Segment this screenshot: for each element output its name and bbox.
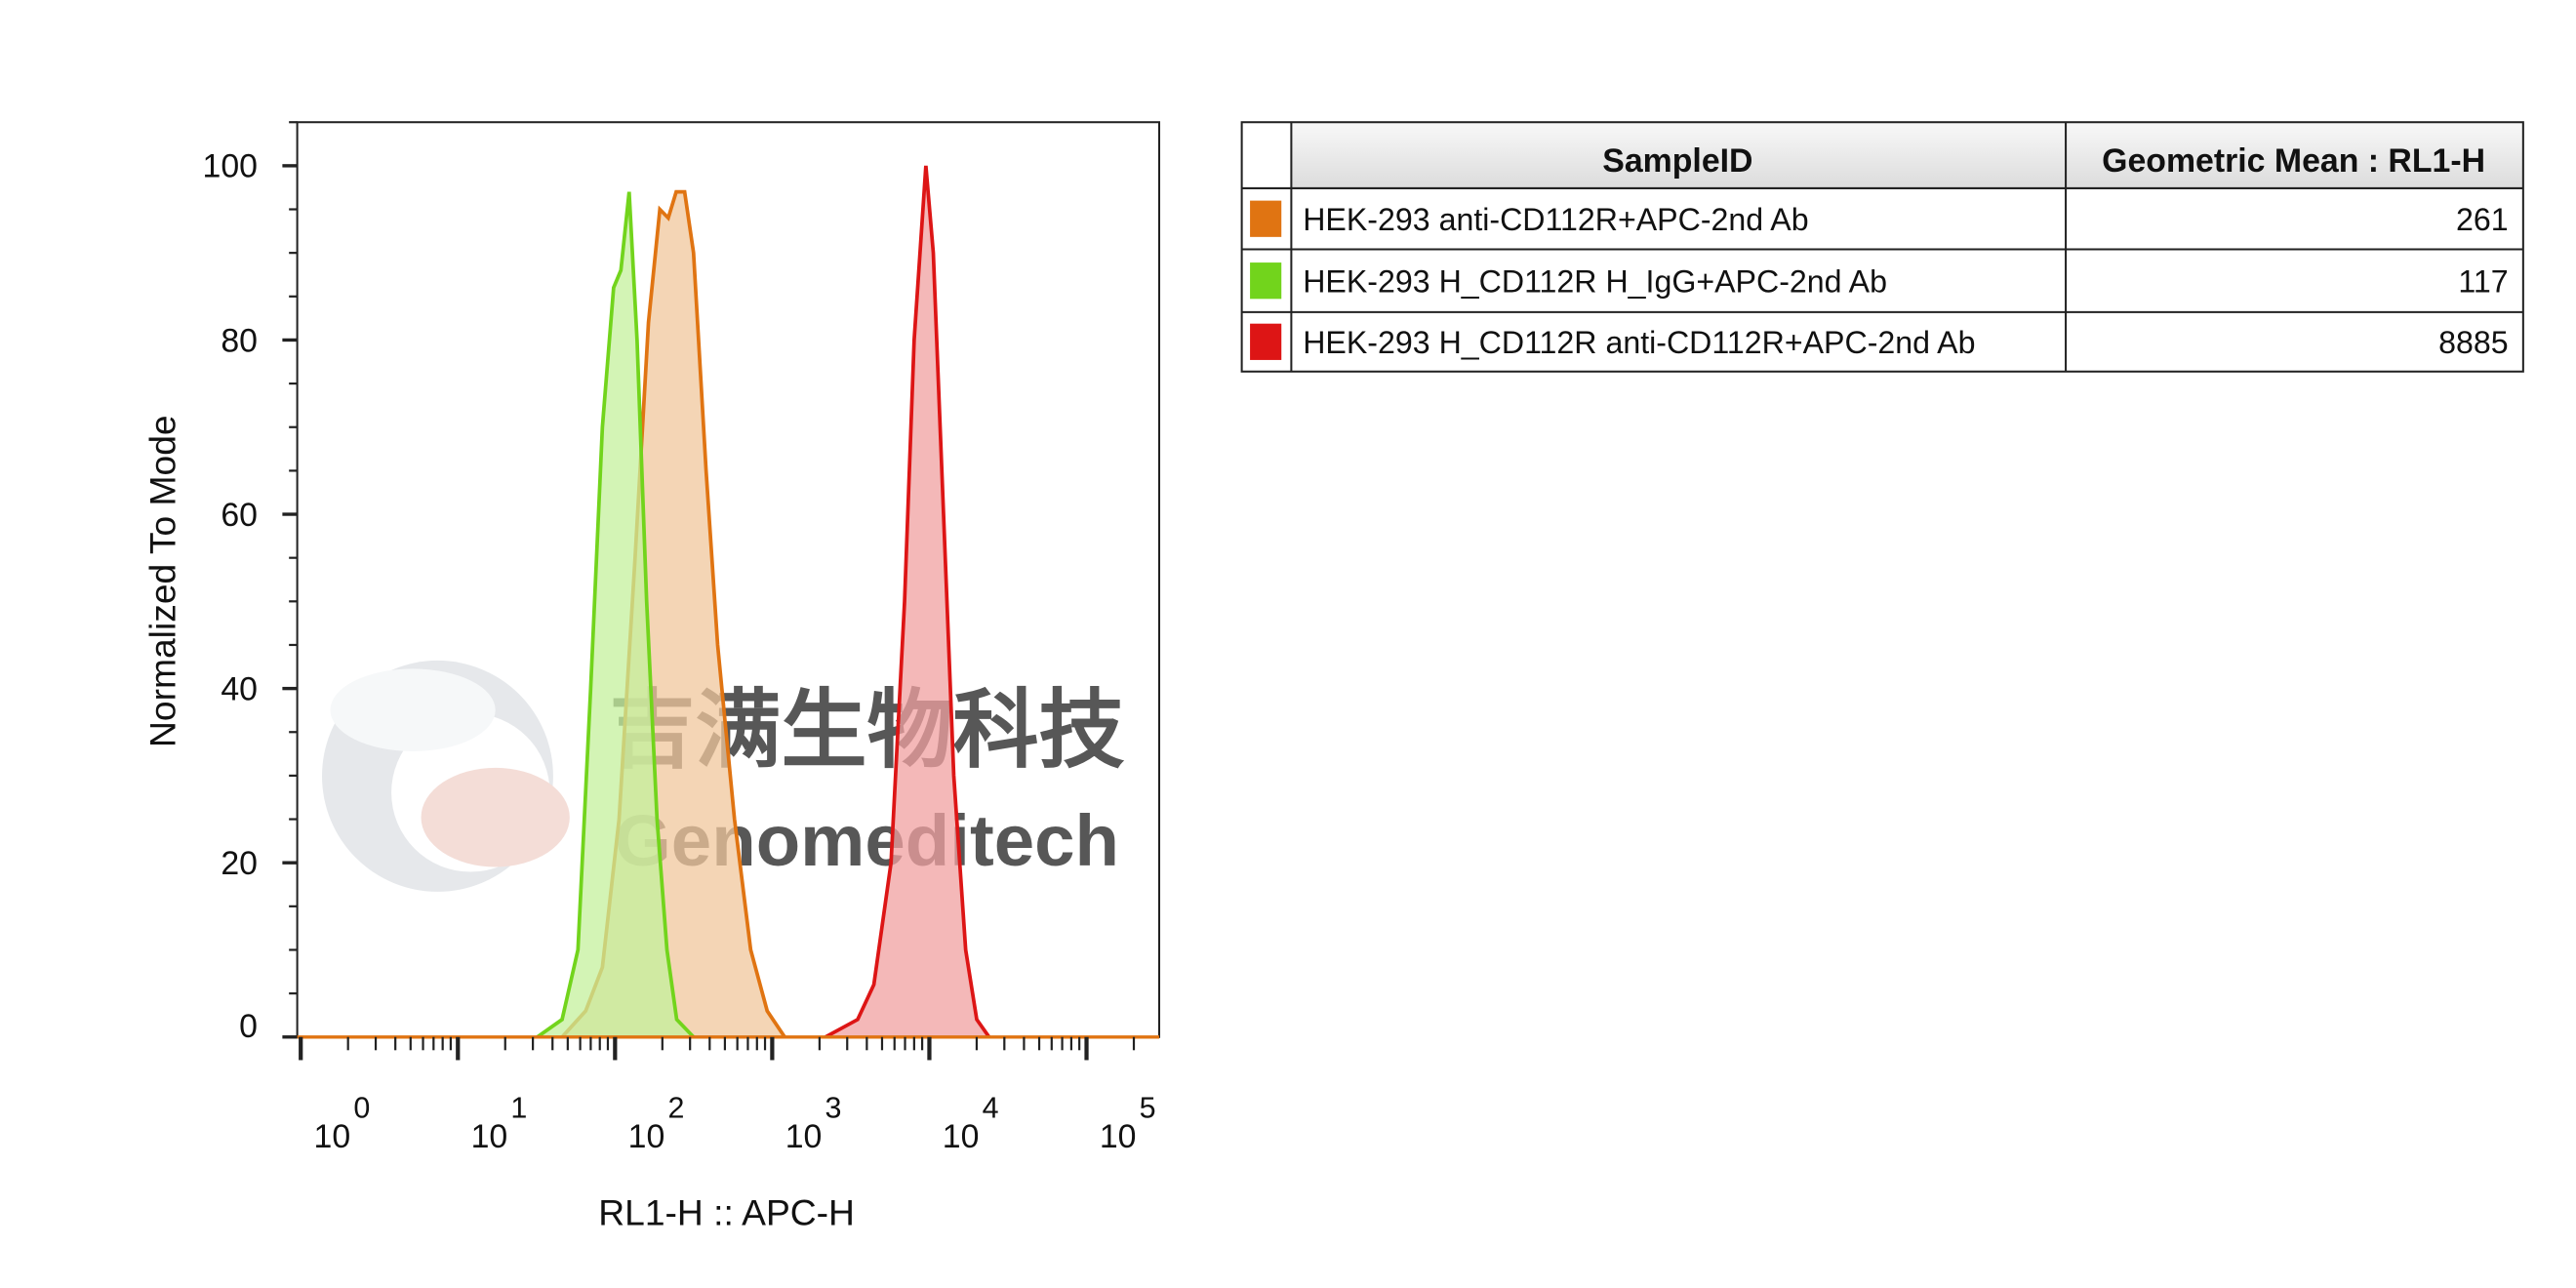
x-tick-label: 10	[943, 1118, 980, 1155]
plot	[536, 165, 991, 1039]
sample-id: HEK-293 anti-CD112R+APC-2nd Ab	[1303, 202, 1808, 237]
x-tick-label: 10	[471, 1118, 508, 1155]
logo-accent	[421, 767, 570, 867]
legend-swatch	[1250, 262, 1282, 300]
y-tick-label: 20	[221, 845, 258, 882]
geo-mean: 117	[2458, 264, 2508, 300]
sample-id: HEK-293 H_CD112R anti-CD112R+APC-2nd Ab	[1303, 325, 1975, 360]
y-tick-label: 80	[221, 322, 258, 359]
header-bg	[1291, 122, 2523, 188]
histogram-line	[536, 191, 696, 1039]
table-border	[1240, 121, 2524, 373]
x-tick-label: 10	[1100, 1118, 1137, 1155]
x-tick-exponent: 3	[825, 1092, 842, 1125]
table: SampleID Geometric Mean : RL1-H HEK-293 …	[1240, 121, 2524, 373]
histogram-line	[825, 165, 991, 1039]
geo-mean: 8885	[2438, 325, 2509, 360]
y-axis-label: Normalized To Mode	[141, 415, 182, 747]
x-tick-exponent: 5	[1140, 1092, 1156, 1125]
legend-swatch	[1250, 323, 1282, 360]
x-tick-exponent: 2	[667, 1092, 684, 1125]
geo-mean: 261	[2456, 202, 2509, 237]
y-tick-label: 60	[221, 497, 258, 534]
histogram-area	[537, 191, 694, 1037]
x-tick-exponent: 0	[353, 1092, 370, 1125]
logo-hole	[391, 713, 550, 872]
logo-ring	[322, 660, 553, 892]
header-cell: SampleID	[1602, 142, 1752, 180]
x-tick-exponent: 4	[983, 1092, 999, 1125]
watermark-logo	[322, 660, 570, 892]
header-cell: Geometric Mean : RL1-H	[2102, 142, 2485, 180]
x-axis-label: RL1-H :: APC-H	[598, 1192, 855, 1233]
y-tick-label: 40	[221, 670, 258, 707]
logo-highlight	[330, 668, 496, 751]
histogram-area	[825, 165, 989, 1037]
histogram-area	[562, 191, 785, 1037]
x-tick-label: 10	[628, 1118, 665, 1155]
sample-id: HEK-293 H_CD112R H_IgG+APC-2nd Ab	[1303, 264, 1887, 300]
y-tick-label: 100	[203, 148, 258, 185]
y-tick-label: 0	[239, 1008, 258, 1045]
x-tick-label: 10	[785, 1118, 823, 1155]
x-tick-label: 10	[314, 1118, 351, 1155]
x-tick-exponent: 1	[510, 1092, 527, 1125]
legend-swatch	[1250, 200, 1282, 237]
